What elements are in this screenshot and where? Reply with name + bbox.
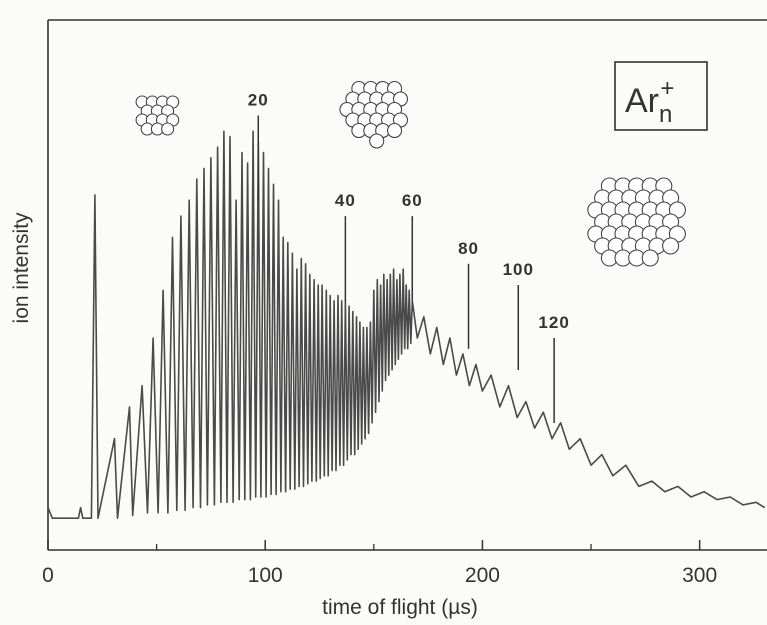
annotation-label: 100 xyxy=(503,260,534,279)
cluster-icon xyxy=(339,80,409,149)
annotation-label: 20 xyxy=(248,90,269,109)
formula-superscript: + xyxy=(660,75,674,102)
spectrum-line xyxy=(47,130,766,519)
atom xyxy=(161,122,175,136)
cluster-icon xyxy=(135,95,180,136)
atom xyxy=(641,249,659,267)
y-axis-label: ion intensity xyxy=(10,212,33,323)
x-axis-label: time of flight (µs) xyxy=(322,596,478,619)
formula-base: Ar xyxy=(625,82,659,120)
atom xyxy=(386,122,403,139)
cluster-icon xyxy=(587,177,686,267)
x-tick-label: 100 xyxy=(248,564,283,587)
x-tick-label: 300 xyxy=(682,564,717,587)
formula: Arn+ xyxy=(625,75,674,128)
atom xyxy=(369,133,385,149)
annotation-label: 40 xyxy=(335,191,356,210)
x-tick-label: 0 xyxy=(42,564,54,587)
annotation-label: 80 xyxy=(458,239,479,258)
formula-subscript: n xyxy=(659,101,672,128)
formula-box xyxy=(614,61,708,131)
x-tick-label: 200 xyxy=(465,564,500,587)
atom xyxy=(662,237,680,255)
annotation-label: 120 xyxy=(538,313,569,332)
annotation-label: 60 xyxy=(402,191,423,210)
